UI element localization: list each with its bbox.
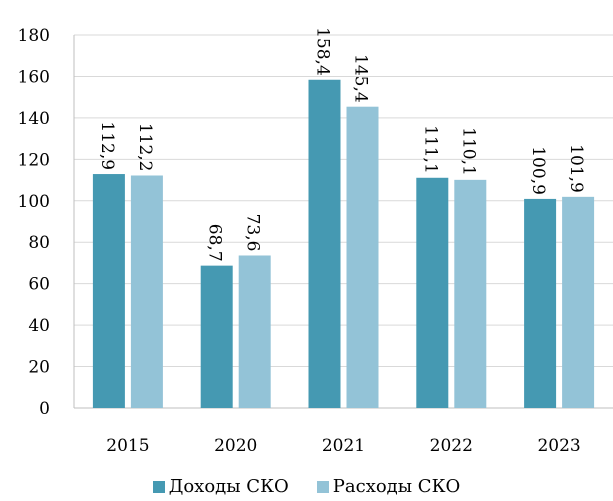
y-tick-label: 40 <box>28 316 50 336</box>
y-tick-label: 80 <box>28 233 50 253</box>
y-tick-label: 60 <box>28 275 50 295</box>
y-tick-label: 120 <box>18 150 50 170</box>
data-label: 158,4 <box>313 27 333 76</box>
y-tick-label: 20 <box>28 358 50 378</box>
data-label: 68,7 <box>205 224 225 262</box>
bar-expenses <box>238 255 271 408</box>
bar-income <box>524 198 557 408</box>
y-axis-ticks: 0 20 40 60 80 100 120 140 160 180 <box>18 26 50 419</box>
bar-expenses <box>454 179 487 408</box>
y-tick-label: 160 <box>18 67 50 87</box>
bar-income <box>308 79 341 408</box>
grid-lines <box>73 34 613 409</box>
data-label: 111,1 <box>420 125 440 174</box>
bars <box>92 79 595 409</box>
x-tick-label: 2015 <box>106 436 149 456</box>
bar-expenses <box>346 106 379 409</box>
data-label: 101,9 <box>566 144 586 193</box>
legend: Доходы СКО Расходы СКО <box>0 476 613 497</box>
y-tick-label: 0 <box>39 399 50 419</box>
data-label: 112,2 <box>135 123 155 172</box>
y-tick-label: 140 <box>18 109 50 129</box>
y-tick-label: 100 <box>18 192 50 212</box>
bar-expenses <box>130 175 163 408</box>
legend-swatch-income <box>152 480 165 493</box>
legend-item-income: Доходы СКО <box>152 476 289 497</box>
y-tick-label: 180 <box>18 26 50 46</box>
bar-expenses <box>562 196 595 408</box>
legend-label-income: Доходы СКО <box>168 476 289 497</box>
data-labels: 112,9 112,2 68,7 73,6 158,4 145,4 111,1 110,1 10… <box>97 27 586 262</box>
bar-income <box>200 265 233 408</box>
x-tick-label: 2023 <box>537 436 580 456</box>
x-tick-label: 2021 <box>322 436 365 456</box>
data-label: 73,6 <box>243 214 263 252</box>
legend-label-expenses: Расходы СКО <box>332 476 461 497</box>
x-tick-label: 2020 <box>214 436 257 456</box>
data-label: 110,1 <box>458 127 478 176</box>
bar-income <box>92 174 125 408</box>
legend-swatch-expenses <box>316 480 329 493</box>
x-tick-label: 2022 <box>430 436 473 456</box>
data-label: 112,9 <box>97 121 117 170</box>
legend-item-expenses: Расходы СКО <box>316 476 461 497</box>
bar-income <box>416 177 449 408</box>
data-label: 145,4 <box>351 54 371 103</box>
data-label: 100,9 <box>528 146 548 195</box>
x-axis-ticks: 2015 2020 2021 2022 2023 <box>106 436 580 456</box>
bar-chart: 0 20 40 60 80 100 120 140 160 180 112,9 112,2 68,7 7… <box>18 26 613 456</box>
